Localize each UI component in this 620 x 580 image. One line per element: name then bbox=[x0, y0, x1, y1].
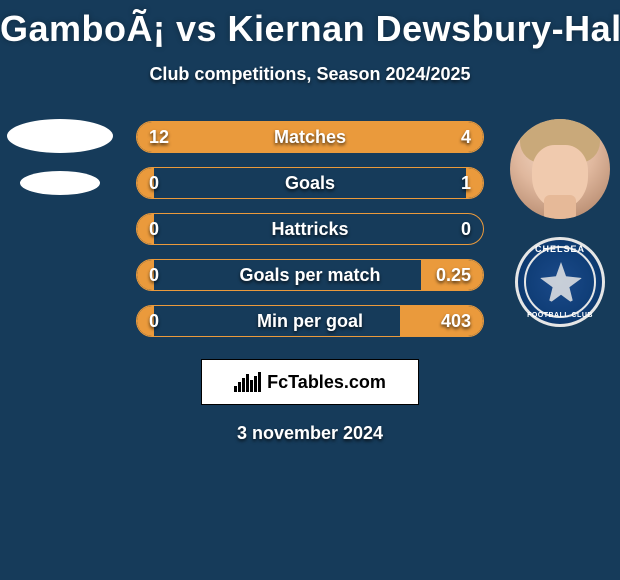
stat-right-value: 0.25 bbox=[436, 260, 471, 290]
club-ring-bottom: FOOTBALL CLUB bbox=[518, 240, 602, 324]
left-player-photo-placeholder bbox=[7, 119, 113, 153]
fctables-icon bbox=[234, 372, 261, 392]
page-title: GamboÃ¡ vs Kiernan Dewsbury-Hall bbox=[0, 0, 620, 50]
stat-right-value: 4 bbox=[461, 122, 471, 152]
comparison-arena: CHELSEA FOOTBALL CLUB 124Matches01Goals0… bbox=[0, 119, 620, 337]
stat-label: Goals per match bbox=[239, 265, 380, 286]
snapshot-date: 3 november 2024 bbox=[0, 423, 620, 444]
stat-right-value: 0 bbox=[461, 214, 471, 244]
stat-bar: 0 1 Goals bbox=[136, 167, 484, 199]
stat-left-value: 0 bbox=[149, 306, 159, 336]
stat-label: Min per goal bbox=[257, 311, 363, 332]
stat-left-value: 0 bbox=[149, 168, 159, 198]
right-player-photo bbox=[510, 119, 610, 219]
stat-bar: 12 4 Matches bbox=[136, 121, 484, 153]
right-club-badge: CHELSEA FOOTBALL CLUB bbox=[515, 237, 605, 327]
stat-left-value: 0 bbox=[149, 214, 159, 244]
stat-bar: 0 0.25 Goals per match bbox=[136, 259, 484, 291]
source-label: FcTables.com bbox=[267, 372, 386, 393]
left-club-badge-placeholder bbox=[20, 171, 100, 195]
right-player-column: CHELSEA FOOTBALL CLUB bbox=[500, 119, 620, 327]
stat-left-value: 12 bbox=[149, 122, 169, 152]
stat-label: Matches bbox=[274, 127, 346, 148]
stat-label: Goals bbox=[285, 173, 335, 194]
stat-right-value: 1 bbox=[461, 168, 471, 198]
source-box: FcTables.com bbox=[201, 359, 419, 405]
page-subtitle: Club competitions, Season 2024/2025 bbox=[0, 64, 620, 85]
stat-bar: 0 403 Min per goal bbox=[136, 305, 484, 337]
stat-label: Hattricks bbox=[271, 219, 348, 240]
stat-bar: 0 0 Hattricks bbox=[136, 213, 484, 245]
stat-left-value: 0 bbox=[149, 260, 159, 290]
stat-right-value: 403 bbox=[441, 306, 471, 336]
stat-bars: 12 4 Matches 0 1 Goals 0 0 Hattricks 0 0.25 Goals p… bbox=[136, 119, 484, 337]
left-player-column bbox=[0, 119, 120, 195]
